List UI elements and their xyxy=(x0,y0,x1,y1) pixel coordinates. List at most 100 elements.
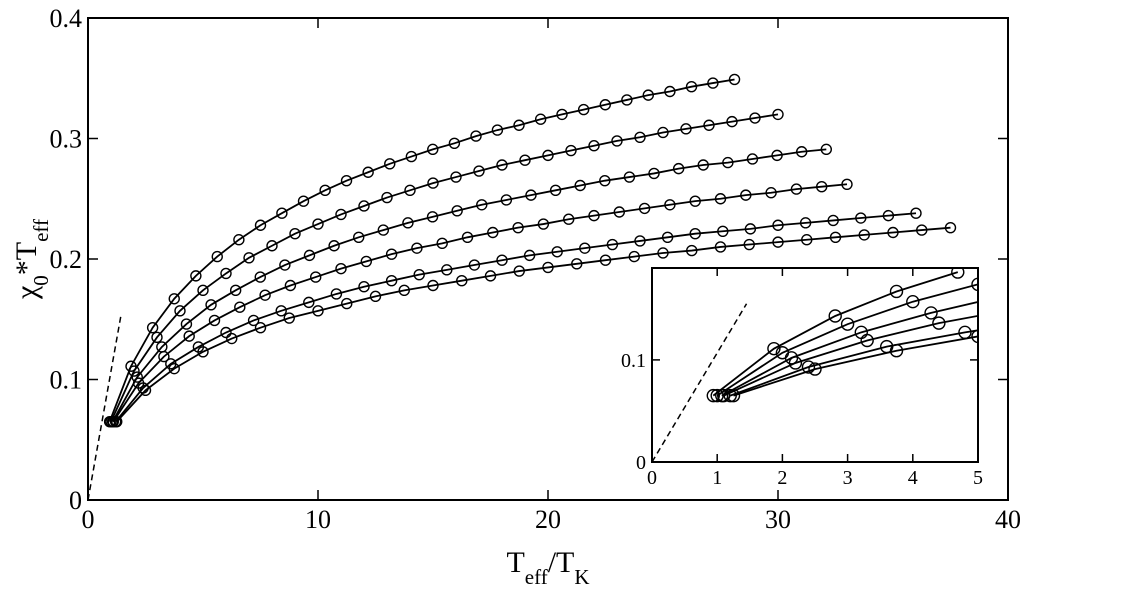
data-point xyxy=(229,284,242,297)
y-tick-label: 0.2 xyxy=(50,245,83,274)
data-point xyxy=(441,264,453,276)
reference-line xyxy=(88,313,123,500)
data-point xyxy=(816,180,828,193)
data-point xyxy=(131,371,143,383)
data-point xyxy=(456,274,468,287)
data-point xyxy=(197,284,209,297)
data-point xyxy=(672,162,685,175)
data-point xyxy=(513,265,525,277)
data-point xyxy=(841,178,853,190)
data-point xyxy=(411,242,423,254)
axis-label-part: K xyxy=(574,565,589,589)
data-point xyxy=(476,199,488,211)
data-point xyxy=(634,131,646,143)
data-point xyxy=(924,306,938,320)
axis-label-part: *T xyxy=(10,242,43,275)
data-point xyxy=(799,217,812,229)
data-point xyxy=(808,362,822,376)
data-point xyxy=(330,288,343,300)
data-point xyxy=(413,268,425,281)
data-point xyxy=(571,258,583,270)
axis-label: Teff/TK xyxy=(506,546,589,589)
data-point xyxy=(335,208,347,221)
data-point xyxy=(168,362,180,375)
y-tick-label: 0.1 xyxy=(621,350,646,372)
data-point xyxy=(513,119,525,131)
data-point xyxy=(128,365,140,377)
data-point xyxy=(208,314,221,327)
data-point xyxy=(574,179,586,192)
data-point xyxy=(398,284,410,297)
data-point xyxy=(525,189,537,201)
data-point xyxy=(680,123,692,135)
data-point xyxy=(534,113,547,125)
data-point xyxy=(519,154,531,166)
data-point xyxy=(266,240,278,252)
data-point xyxy=(1037,314,1049,326)
data-point xyxy=(500,194,513,206)
data-point xyxy=(190,270,202,282)
data-point xyxy=(254,219,267,231)
data-point xyxy=(860,333,874,348)
data-point xyxy=(889,284,904,299)
data-point xyxy=(496,159,508,171)
data-point xyxy=(496,254,508,266)
axis-label-part: 0 xyxy=(29,275,53,286)
data-point xyxy=(820,143,832,156)
data-point xyxy=(303,296,315,309)
data-point xyxy=(551,246,563,258)
data-point xyxy=(801,234,813,246)
axis-label-part: /T xyxy=(548,546,575,579)
data-point xyxy=(385,248,398,260)
data-point xyxy=(385,274,398,287)
data-point xyxy=(436,237,448,250)
data-point xyxy=(183,330,195,342)
data-point xyxy=(111,415,123,428)
data-point xyxy=(470,130,482,142)
data-point xyxy=(971,329,978,344)
data-point xyxy=(427,177,439,189)
data-point xyxy=(523,249,536,262)
data-point xyxy=(381,191,393,204)
data-point xyxy=(746,153,759,165)
data-point xyxy=(275,305,287,317)
data-point xyxy=(358,281,370,293)
data-point xyxy=(703,119,715,131)
data-point xyxy=(487,226,499,239)
x-tick-label: 10 xyxy=(305,505,331,534)
data-point xyxy=(353,231,365,244)
data-point xyxy=(722,156,734,169)
data-point xyxy=(151,331,163,344)
data-point xyxy=(971,277,978,292)
data-point xyxy=(556,108,568,121)
series-line xyxy=(716,283,978,397)
axis-label: χ0*Teff xyxy=(10,219,53,300)
data-point xyxy=(259,289,271,301)
data-point xyxy=(358,200,370,212)
data-point xyxy=(599,254,612,266)
data-point xyxy=(405,150,418,163)
data-point xyxy=(319,184,331,197)
data-point xyxy=(234,301,246,313)
data-point xyxy=(611,135,623,147)
data-point xyxy=(613,206,625,218)
data-point xyxy=(335,262,347,275)
x-tick-label: 2 xyxy=(777,467,787,489)
data-point xyxy=(284,279,297,292)
data-point xyxy=(801,360,816,374)
data-point xyxy=(772,236,784,248)
data-point xyxy=(491,124,504,136)
x-tick-label: 3 xyxy=(843,467,853,489)
data-point xyxy=(685,80,698,93)
data-point xyxy=(772,108,784,121)
axis-label-part: eff xyxy=(29,219,53,242)
data-point xyxy=(728,73,741,86)
series-line xyxy=(721,301,978,397)
data-point xyxy=(328,240,340,252)
x-tick-label: 20 xyxy=(535,505,561,534)
data-point xyxy=(743,238,755,251)
data-point xyxy=(279,259,291,271)
data-point xyxy=(226,332,238,345)
data-point xyxy=(426,211,439,223)
data-point xyxy=(828,309,842,323)
